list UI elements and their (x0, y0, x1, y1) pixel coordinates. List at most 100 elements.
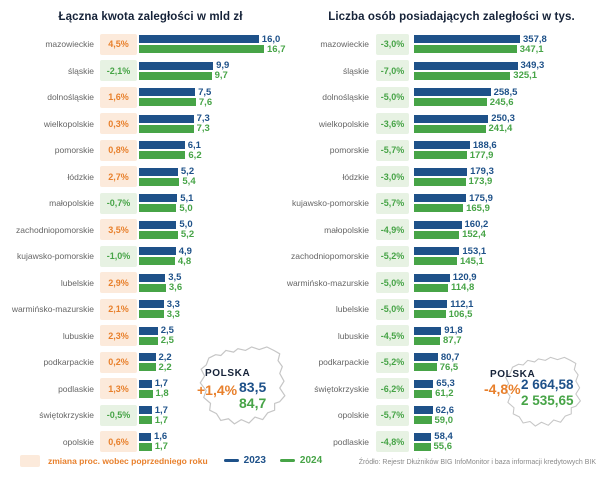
series-2024-label: 2024 (299, 455, 323, 466)
bar-group: 1,7 1,7 (139, 406, 168, 425)
bar-group: 7,3 7,3 (139, 114, 210, 134)
bar-line-2023: 120,9 (414, 272, 477, 284)
bar-2023 (414, 326, 442, 335)
bar-line-2023: 112,1 (414, 300, 473, 309)
bar-2024 (414, 230, 460, 239)
bar-line-2024: 165,9 (414, 204, 493, 213)
bar-2023 (139, 300, 164, 309)
bar-line-2023: 3,5 (139, 273, 182, 283)
bar-2024 (139, 177, 180, 186)
bar-line-2023: 7,3 (139, 114, 210, 124)
bar-group: 120,9 114,8 (414, 272, 477, 293)
bar-2023 (414, 194, 467, 203)
panel-title-people: Liczba osób posiadających zaległości w t… (328, 11, 575, 23)
bar-group: 357,8 347,1 (414, 35, 547, 54)
bar-value-2024: 16,7 (267, 43, 286, 55)
bar-line-2023: 1,7 (139, 379, 169, 389)
chart-row: mazowieckie 4,5% 16,0 16,7 (0, 31, 301, 58)
bar-line-2023: 250,3 (414, 114, 515, 124)
bar-2024 (414, 416, 432, 425)
poland-map-icon (504, 356, 581, 427)
bar-2023 (139, 379, 152, 388)
bar-value-2024: 1,8 (155, 388, 169, 400)
bar-value-2023: 188,6 (472, 139, 497, 151)
bar-value-2024: 59,0 (434, 414, 454, 426)
bar-value-2024: 2,2 (158, 361, 172, 373)
bar-line-2023: 3,3 (139, 300, 180, 309)
series-2023-label: 2023 (243, 455, 266, 466)
polska-pct-change: +1,4% (197, 382, 238, 398)
bar-value-2024: 76,5 (439, 361, 459, 373)
series-2024-dash-icon (279, 458, 295, 463)
bar-value-2023: 7,5 (198, 86, 212, 98)
region-label: mazowieckie (320, 39, 369, 50)
bar-group: 6,1 6,2 (139, 139, 202, 160)
bar-line-2023: 349,3 (414, 61, 544, 71)
region-label: śląskie (68, 65, 94, 76)
bar-2024 (139, 442, 152, 451)
bar-value-2023: 2,5 (160, 325, 174, 337)
bar-2023 (414, 114, 489, 123)
bar-line-2023: 4,9 (139, 247, 192, 256)
bar-group: 5,1 5,0 (139, 192, 194, 213)
region-label: pomorskie (329, 145, 369, 156)
bar-2023 (139, 326, 158, 335)
bar-value-2024: 173,9 (468, 176, 493, 188)
bar-value-2023: 91,8 (444, 325, 463, 337)
bar-value-2023: 9,9 (216, 60, 230, 72)
bar-line-2023: 175,9 (414, 194, 493, 203)
bar-group: 188,6 177,9 (414, 139, 497, 160)
bar-2023 (139, 61, 214, 70)
bar-2024 (139, 230, 178, 239)
bar-2023 (414, 300, 448, 309)
polska-pct-change: -4,8% (484, 381, 521, 397)
bar-group: 7,5 7,6 (139, 86, 213, 108)
chart-row: opolskie -5,7% 62,6 59,0 (301, 402, 602, 429)
bar-value-2023: 120,9 (452, 272, 477, 284)
bar-group: 4,9 4,8 (139, 247, 192, 267)
region-label: kujawsko-pomorskie (292, 198, 369, 209)
pct-change-badge: -4,8% (376, 431, 409, 453)
bar-value-2024: 152,4 (462, 229, 486, 241)
bar-group: 1,6 1,7 (139, 432, 168, 452)
pct-change-badge: -5,7% (376, 139, 409, 161)
bar-line-2024: 5,0 (139, 204, 193, 213)
chart-row: dolnośląskie -5,0% 258,5 245,6 (301, 84, 602, 111)
bar-2023 (139, 406, 152, 415)
region-label: świętokrzyskie (314, 383, 369, 394)
bar-line-2023: 5,1 (139, 192, 194, 204)
bar-group: 91,8 87,7 (414, 325, 463, 346)
bar-value-2024: 241,4 (488, 123, 513, 135)
bar-2023 (414, 273, 450, 282)
bar-group: 349,3 325,1 (414, 61, 544, 81)
pct-change-badge: -5,7% (376, 192, 409, 214)
pct-change-legend-label: zmiana proc. wobec poprzedniego roku (48, 455, 208, 466)
bar-line-2024: 1,7 (139, 416, 168, 425)
bar-line-2024: 61,2 (414, 389, 455, 399)
pct-change-badge: -3,0% (376, 166, 409, 188)
poland-map-icon (199, 346, 286, 425)
bar-value-2023: 5,0 (179, 219, 193, 231)
bar-line-2023: 179,3 (414, 167, 494, 177)
bar-value-2024: 7,6 (198, 96, 213, 108)
bar-value-2024: 245,6 (489, 96, 514, 108)
bar-value-2024: 4,8 (177, 255, 192, 267)
bar-value-2023: 5,1 (180, 192, 194, 204)
region-label: lubelskie (335, 304, 369, 315)
bar-2024 (139, 151, 186, 160)
region-label: podkarpackie (43, 357, 94, 368)
panel-title-amount: Łączna kwota zaległości w mld zł (58, 11, 243, 23)
bar-line-2024: 2,5 (139, 336, 174, 346)
region-label: opolskie (62, 436, 94, 447)
bar-2024 (414, 257, 457, 266)
source-note: Źródło: Rejestr Dłużników BIG InfoMonito… (358, 459, 596, 466)
bar-value-2023: 6,1 (187, 139, 201, 151)
chart-row: kujawsko-pomorskie -5,7% 175,9 165,9 (292, 190, 602, 217)
chart-row: łódzkie 2,7% 5,2 5,4 (0, 164, 301, 191)
bar-2024 (139, 71, 212, 80)
bar-2023 (139, 273, 166, 282)
region-label: zachodniopomorskie (291, 251, 369, 262)
bar-line-2024: 7,6 (139, 96, 213, 108)
pct-change-badge: 2,3% (100, 325, 137, 347)
chart-row: opolskie 0,6% 1,6 1,7 (0, 429, 301, 456)
